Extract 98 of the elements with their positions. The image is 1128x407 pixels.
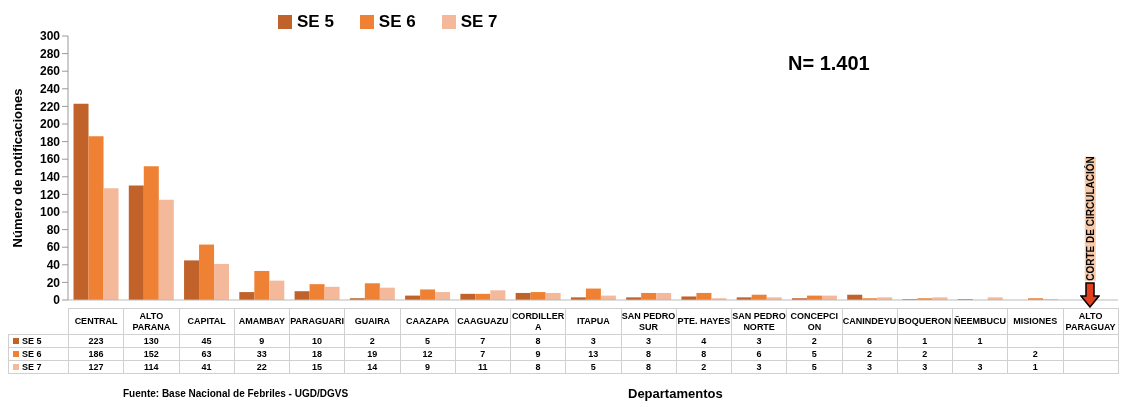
data-label: 3 [952,360,1008,374]
data-label: 9 [400,360,456,374]
data-label: 11 [455,360,511,374]
y-tick-label: 120 [39,187,61,202]
y-tick-label: 60 [46,240,61,255]
data-label: 2 [786,334,842,348]
data-label: 9 [510,347,566,361]
data-label: 3 [731,360,787,374]
x-tick-label: SAN PEDRO NORTE [731,308,787,335]
text: SE 6 [22,349,42,359]
data-label: 10 [289,334,345,348]
data-label: 130 [123,334,179,348]
text: SE 7 [22,362,42,372]
x-tick-label: CAPITAL [179,308,235,335]
x-tick-label: CAAGUAZU [455,308,511,335]
data-label: 2 [842,347,898,361]
data-label: 3 [565,334,621,348]
x-tick-label: CAAZAPA [400,308,456,335]
data-label: 4 [676,334,732,348]
legend-label: SE 6 [377,12,416,32]
x-tick-label: ALTO PARAGUAY [1063,308,1119,335]
x-tick-label: SAN PEDRO SUR [621,308,677,335]
data-label: 2 [897,347,953,361]
annotation: N= 1.401 [788,52,870,75]
data-label: 41 [179,360,235,374]
data-label: 2 [1007,347,1063,361]
data-label: 12 [400,347,456,361]
y-tick-label: 220 [39,99,61,114]
data-label: 8 [510,334,566,348]
source-note: Fuente: Base Nacional de Febriles - UGD/DGVS [123,388,349,399]
data-label: 6 [731,347,787,361]
data-label: 127 [68,360,124,374]
data-label: 1 [952,334,1008,348]
data-label: 19 [344,347,400,361]
y-axis-title: Número de notificaciones [9,88,25,248]
data-label: 1 [1007,360,1063,374]
x-tick-label: CANINDEYU [842,308,898,335]
text: SE 5 [22,336,42,346]
data-label: 3 [897,360,953,374]
data-label: 45 [179,334,235,348]
data-label: 63 [179,347,235,361]
data-label: 8 [621,360,677,374]
y-tick-label: 100 [39,205,61,220]
y-tick-label: 160 [39,152,61,167]
x-axis-title: Departamentos [628,386,723,401]
data-label: 2 [676,360,732,374]
data-label: 14 [344,360,400,374]
data-label: 3 [621,334,677,348]
legend-label: SE 7 [459,12,498,32]
x-tick-label: PARAGUARI [289,308,345,335]
x-tick-label: ÑEEMBUCU [952,308,1008,335]
data-label: 7 [455,334,511,348]
data-label: 8 [621,347,677,361]
data-label: 1 [897,334,953,348]
data-label: 9 [234,334,290,348]
data-label: 152 [123,347,179,361]
data-label: 15 [289,360,345,374]
data-label: 186 [68,347,124,361]
data-label: 22 [234,360,290,374]
data-label: 8 [510,360,566,374]
data-label: 6 [842,334,898,348]
data-label: 5 [786,347,842,361]
y-tick-label: 0 [53,293,61,308]
data-label: 33 [234,347,290,361]
data-label: 223 [68,334,124,348]
x-tick-label: ALTO PARANA [123,308,179,335]
y-tick-label: 260 [39,64,61,79]
data-label: 2 [344,334,400,348]
y-tick-label: 240 [39,82,61,97]
x-tick-label: MISIONES [1007,308,1063,335]
data-label: 18 [289,347,345,361]
x-tick-label: GUAIRA [344,308,400,335]
y-tick-label: 140 [39,170,61,185]
y-tick-label: 300 [39,29,61,44]
x-tick-label: CENTRAL [68,308,124,335]
y-tick-label: 80 [46,222,61,237]
data-label: 3 [731,334,787,348]
data-label: 5 [786,360,842,374]
data-label: 5 [400,334,456,348]
data-label: 3 [842,360,898,374]
x-tick-label: CONCEPCION [786,308,842,335]
data-label: 8 [676,347,732,361]
x-tick-label: PTE. HAYES [676,308,732,335]
y-tick-label: 180 [39,134,61,149]
x-tick-label: CORDILLERA [510,308,566,335]
legend-label: SE 5 [296,12,334,32]
y-tick-label: 20 [46,275,61,290]
x-tick-label: AMAMBAY [234,308,290,335]
data-label: 114 [123,360,179,374]
data-label: 5 [565,360,621,374]
x-tick-label: ITAPUA [565,308,621,335]
y-tick-label: 200 [39,117,61,132]
y-tick-label: 40 [46,258,61,273]
data-label: 7 [455,347,511,361]
x-tick-label: BOQUERON [897,308,953,335]
annotation: CORTE DE CIRCULACIÓN [1084,155,1096,281]
y-tick-label: 280 [39,46,61,61]
data-label: 13 [565,347,621,361]
